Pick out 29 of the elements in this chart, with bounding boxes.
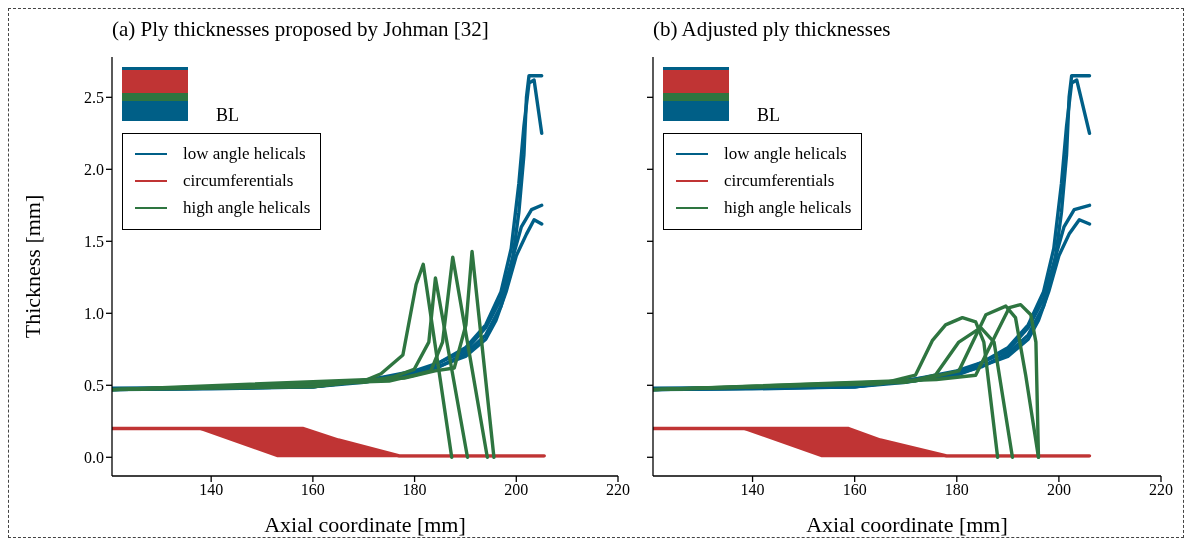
legend-label: low angle helicals — [183, 143, 306, 164]
x-tick-label: 220 — [606, 481, 630, 499]
y-tick-label: 2.5 — [84, 89, 104, 106]
y-tick-label: 0.5 — [84, 376, 104, 394]
legend-label: high angle helicals — [183, 197, 311, 218]
x-tick-label: 140 — [740, 481, 765, 499]
y-tick-label: 2.0 — [84, 160, 104, 178]
x-tick-label: 160 — [842, 481, 867, 499]
x-tick-label: 200 — [504, 481, 529, 499]
legend-label: circumferentials — [724, 170, 835, 191]
y-tick-label: 0.0 — [84, 448, 104, 466]
annotation: BL — [757, 105, 781, 126]
x-axis-title: Axial coordinate [mm] — [264, 512, 466, 537]
chart-title: (a) Ply thicknesses proposed by Johman [32] — [112, 17, 489, 42]
legend-label: circumferentials — [183, 170, 294, 191]
x-tick-label: 160 — [300, 481, 325, 499]
x-tick-label: 220 — [1149, 481, 1173, 499]
legend-label: high angle helicals — [724, 197, 852, 218]
x-tick-label: 200 — [1046, 481, 1071, 499]
x-tick-label: 180 — [944, 481, 969, 499]
y-tick-label: 1.5 — [84, 232, 104, 250]
y-axis-title: Thickness [mm] — [19, 194, 45, 339]
x-tick-label: 140 — [199, 481, 224, 499]
annotation: BL — [216, 105, 240, 126]
y-tick-label: 1.0 — [84, 304, 104, 322]
x-tick-label: 180 — [402, 481, 427, 499]
legend-label: low angle helicals — [724, 143, 847, 164]
x-axis-title: Axial coordinate [mm] — [806, 512, 1008, 537]
chart-title: (b) Adjusted ply thicknesses — [653, 17, 891, 42]
